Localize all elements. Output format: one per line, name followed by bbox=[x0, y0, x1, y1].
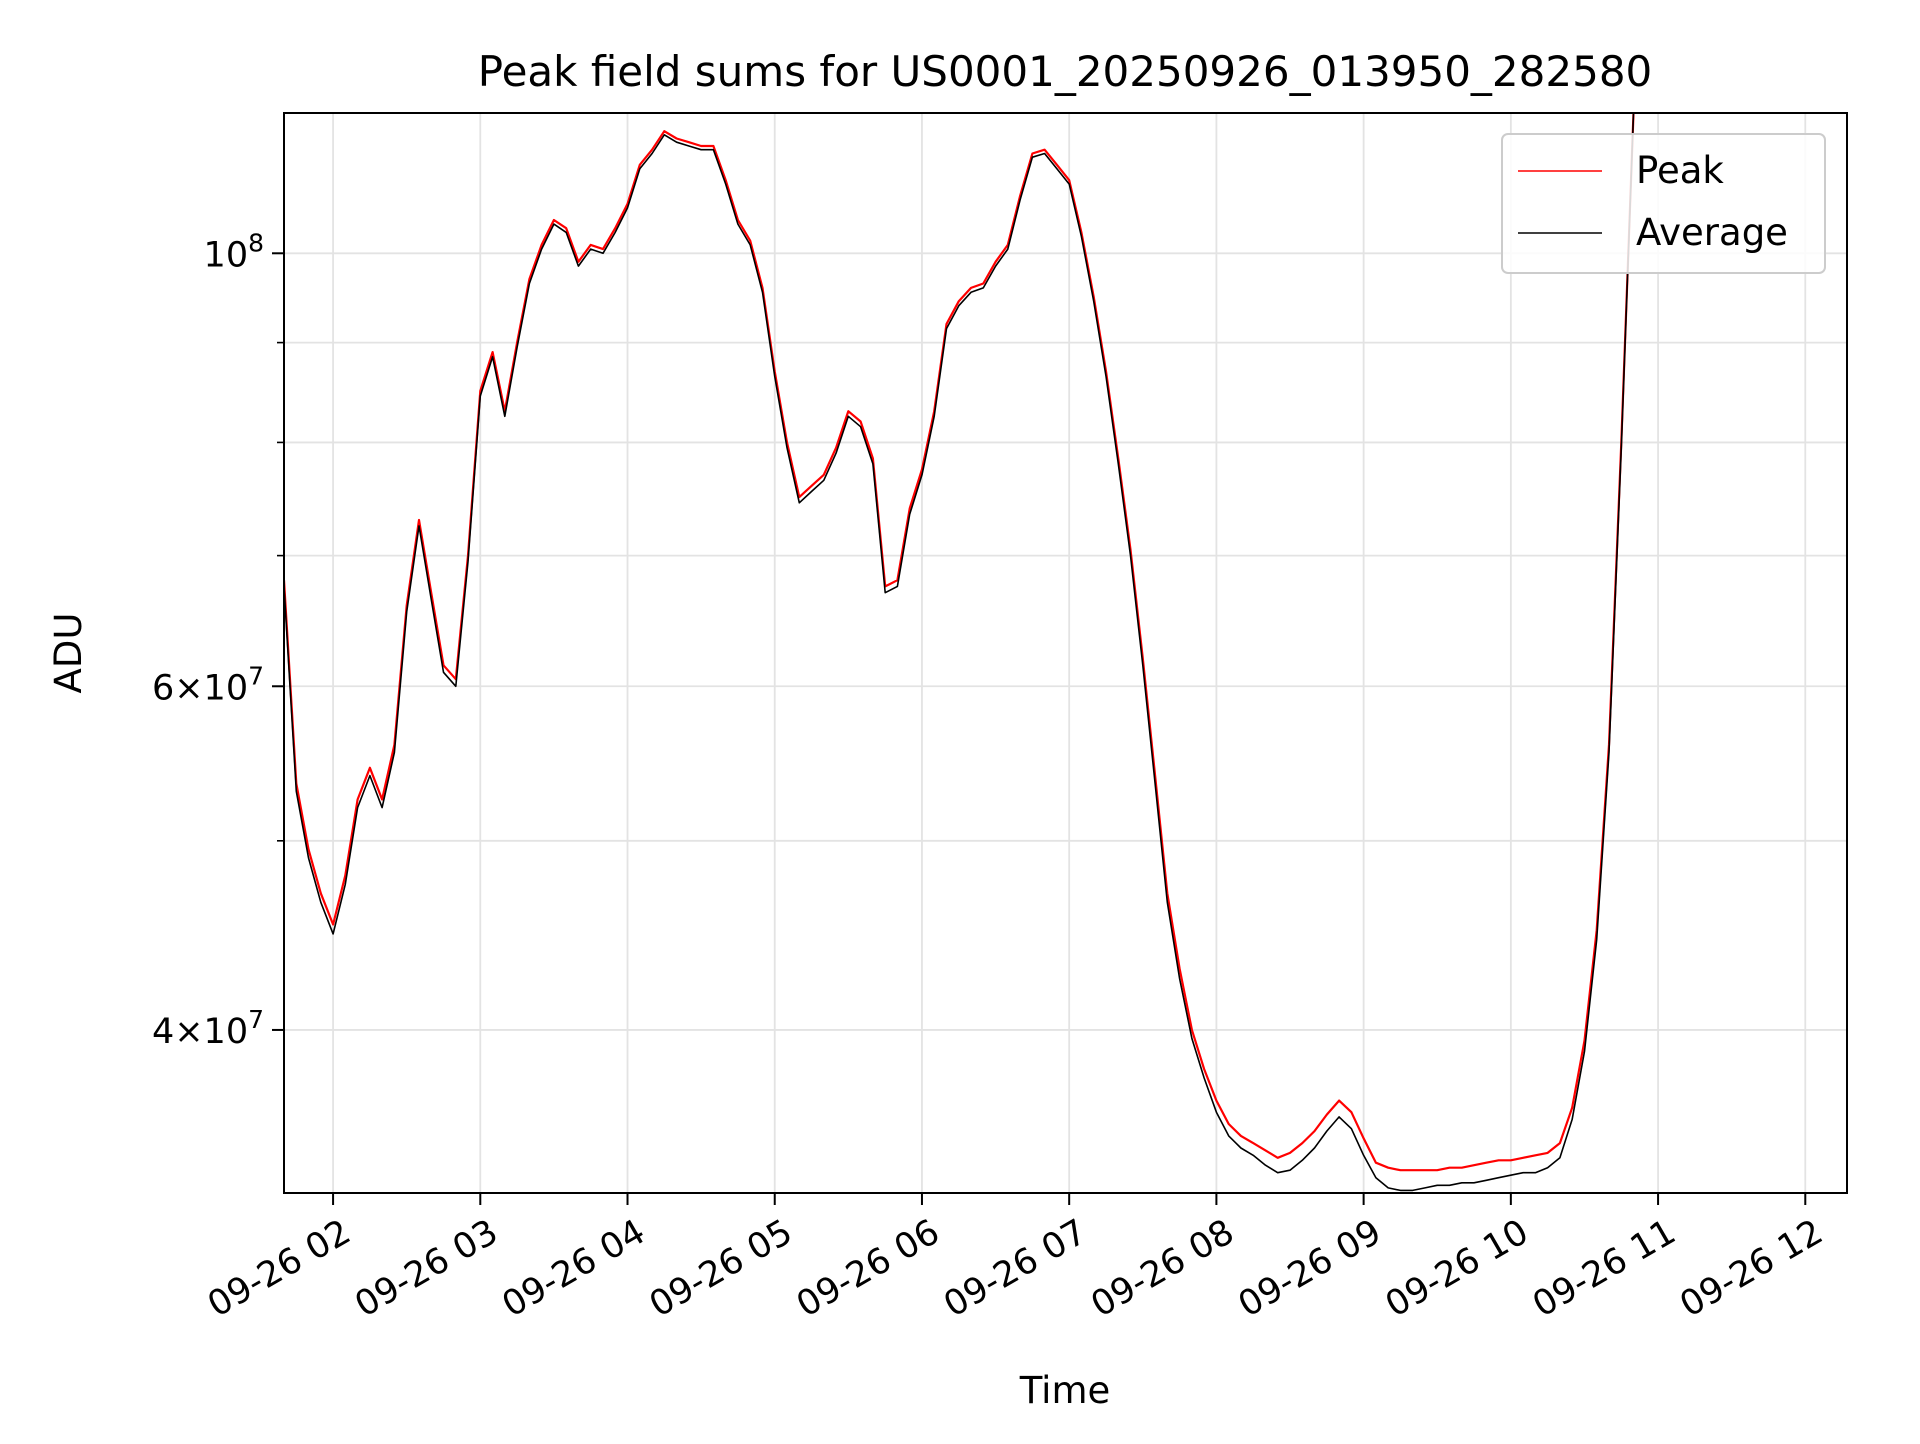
y-tick-label: 108 bbox=[204, 228, 264, 275]
y-axis-ticks: 4×107 6×107 108 bbox=[152, 228, 284, 1052]
plot-frame bbox=[283, 112, 1848, 1194]
legend: Peak Average bbox=[1501, 133, 1826, 274]
chart-title: Peak field sums for US0001_20250926_0139… bbox=[478, 47, 1653, 96]
series-lines bbox=[284, 113, 1635, 1192]
y-tick-label: 4×107 bbox=[152, 1005, 264, 1052]
series-line-peak bbox=[284, 113, 1635, 1172]
series-line-average bbox=[284, 113, 1635, 1192]
legend-box bbox=[1501, 133, 1826, 274]
y-tick-label: 6×107 bbox=[152, 661, 264, 708]
y-axis-label: ADU bbox=[47, 613, 90, 694]
legend-label-peak: Peak bbox=[1636, 149, 1724, 192]
x-axis-label: Time bbox=[1019, 1369, 1111, 1412]
grid bbox=[284, 113, 1847, 1193]
legend-label-average: Average bbox=[1636, 211, 1788, 254]
